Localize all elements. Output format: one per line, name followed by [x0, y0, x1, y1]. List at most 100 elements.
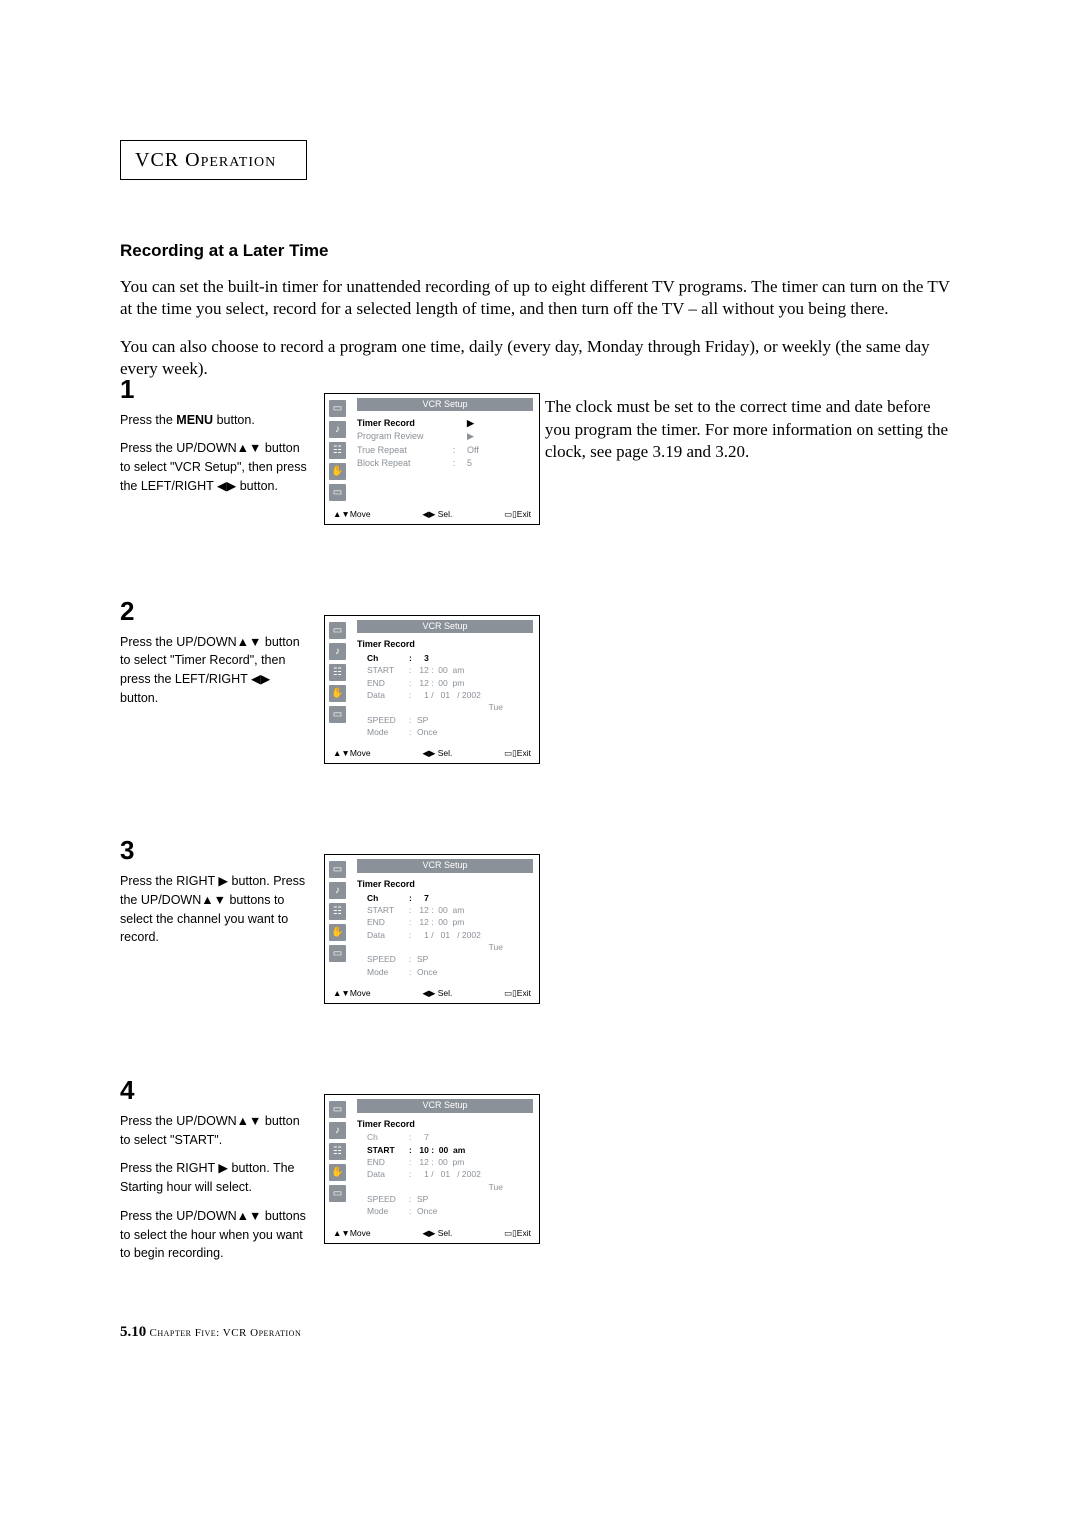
step-4-left: 4 Press the UP/DOWN▲▼ button to select "…	[120, 1074, 310, 1273]
osd-3-end: END: 12 : 00 pm	[367, 916, 533, 928]
osd-2-start-ap: am	[453, 665, 465, 675]
osd-2-detail: Ch: 3 START: 12 : 00 am END: 12 : 00 pm …	[357, 652, 533, 738]
osd-3-start: START: 12 : 00 am	[367, 904, 533, 916]
step-3-left: 3 Press the RIGHT ▶ button. Press the UP…	[120, 834, 310, 957]
osd-3-start-m: 00	[438, 905, 447, 915]
osd-1-row-program-review: Program Review ▶	[357, 430, 533, 443]
osd-3-end-h: 12	[419, 917, 428, 927]
calendar-icon: ☷	[329, 664, 346, 681]
step-4-instr-b: Press the RIGHT ▶ button. The Starting h…	[120, 1159, 310, 1197]
calendar-icon: ☷	[329, 442, 346, 459]
osd-2-mode: Mode:Once	[367, 726, 533, 738]
hand-icon: ✋	[329, 924, 346, 941]
osd-4-data-y: 2002	[462, 1169, 481, 1179]
osd-2-subtitle: Timer Record	[357, 639, 533, 651]
osd-3-content: VCR Setup Timer Record Ch: 7 START: 12 :…	[351, 855, 539, 984]
osd-3-speed: SPEED:SP	[367, 953, 533, 965]
step-4-number: 4	[120, 1074, 310, 1108]
osd-2-content: VCR Setup Timer Record Ch: 3 START: 12 :…	[351, 616, 539, 745]
osd-1-row-2-val: Off	[459, 444, 533, 457]
osd-2-end-m: 00	[438, 678, 447, 688]
section-heading: Recording at a Later Time	[120, 240, 960, 262]
osd-3-subtitle: Timer Record	[357, 879, 533, 891]
osd-nav-exit: ▭▯Exit	[504, 988, 531, 999]
step-4-instr-c: Press the UP/DOWN▲▼ buttons to select th…	[120, 1207, 310, 1263]
osd-3-mode: Mode:Once	[367, 966, 533, 978]
osd-4-speed-val: SP	[417, 1193, 533, 1205]
osd-1-row-timer-record: Timer Record ▶	[357, 417, 533, 430]
chapter-title-vcr: VCR	[135, 149, 185, 171]
osd-2-start-h: 12	[419, 665, 428, 675]
chapter-title: VCR Operation	[135, 149, 276, 171]
osd-1-row-true-repeat: True Repeat : Off	[357, 444, 533, 457]
cassette-icon: ▭	[329, 945, 346, 962]
step-3: 3 Press the RIGHT ▶ button. Press the UP…	[120, 834, 960, 1004]
osd-2-ch: Ch: 3	[367, 652, 533, 664]
osd-screen-2: ▭ ♪ ☷ ✋ ▭ VCR Setup Timer Record Ch: 3 S…	[324, 615, 540, 765]
osd-1-row-3-col: :	[449, 457, 459, 470]
osd-1-row-2-label: True Repeat	[357, 444, 449, 457]
osd-nav-sel: ◀▶ Sel.	[422, 1228, 452, 1239]
step-1-instr-a-pre: Press the	[120, 413, 176, 427]
osd-4-ch-val: 7	[424, 1132, 429, 1142]
step-2-number: 2	[120, 595, 310, 629]
osd-4-nav: ▲▼Move ◀▶ Sel. ▭▯Exit	[325, 1224, 539, 1243]
footer-chapter: Chapter Five: VCR Operation	[146, 1327, 301, 1339]
osd-nav-sel: ◀▶ Sel.	[422, 748, 452, 759]
step-1-instr-a: Press the MENU button.	[120, 411, 310, 430]
tv-icon: ▭	[329, 861, 346, 878]
osd-1-row-3-label: Block Repeat	[357, 457, 449, 470]
osd-nav-exit: ▭▯Exit	[504, 748, 531, 759]
osd-4-end-h: 12	[419, 1157, 428, 1167]
osd-3-start-h: 12	[419, 905, 428, 915]
music-icon: ♪	[329, 421, 346, 438]
osd-1-row-1-label: Program Review	[357, 430, 449, 443]
tv-icon: ▭	[329, 622, 346, 639]
tv-icon: ▭	[329, 400, 346, 417]
osd-1-row-2-col: :	[449, 444, 459, 457]
osd-3-title: VCR Setup	[357, 859, 533, 873]
hand-icon: ✋	[329, 1164, 346, 1181]
music-icon: ♪	[329, 643, 346, 660]
osd-4-mode: Mode:Once	[367, 1205, 533, 1217]
osd-nav-exit: ▭▯Exit	[504, 1228, 531, 1239]
step-1-instr-b: Press the UP/DOWN▲▼ button to select "VC…	[120, 439, 310, 495]
cassette-icon: ▭	[329, 484, 346, 501]
osd-3-day: Tue	[367, 941, 533, 953]
cassette-icon: ▭	[329, 706, 346, 723]
osd-4-data-d: 01	[441, 1169, 450, 1179]
music-icon: ♪	[329, 882, 346, 899]
step-2-instr-a: Press the UP/DOWN▲▼ button to select "Ti…	[120, 633, 310, 708]
osd-1-menu: Timer Record ▶ Program Review ▶ True Rep…	[357, 417, 533, 469]
osd-4-end-ap: pm	[453, 1157, 465, 1167]
osd-4-data-m: 1	[424, 1169, 429, 1179]
osd-4-title: VCR Setup	[357, 1099, 533, 1113]
osd-4-content: VCR Setup Timer Record Ch: 7 START: 10 :…	[351, 1095, 539, 1224]
osd-2-end: END: 12 : 00 pm	[367, 677, 533, 689]
osd-1-row-0-label: Timer Record	[357, 417, 449, 430]
osd-1-row-0-col	[449, 417, 459, 430]
osd-nav-sel: ◀▶ Sel.	[422, 988, 452, 999]
osd-screen-1: ▭ ♪ ☷ ✋ ▭ VCR Setup Timer Record ▶	[324, 393, 540, 525]
osd-4-subtitle: Timer Record	[357, 1119, 533, 1131]
osd-nav-move: ▲▼Move	[333, 988, 371, 999]
music-icon: ♪	[329, 1122, 346, 1139]
osd-nav-exit: ▭▯Exit	[504, 509, 531, 520]
osd-3-speed-val: SP	[417, 953, 533, 965]
page-footer: 5.10 Chapter Five: VCR Operation	[120, 1323, 960, 1343]
calendar-icon: ☷	[329, 1143, 346, 1160]
osd-3-detail: Ch: 7 START: 12 : 00 am END: 12 : 00 pm …	[357, 892, 533, 978]
osd-2-end-h: 12	[419, 678, 428, 688]
osd-nav-move: ▲▼Move	[333, 748, 371, 759]
osd-2-data-d: 01	[441, 690, 450, 700]
chapter-title-op: Operation	[185, 149, 276, 171]
osd-4-day: Tue	[367, 1181, 533, 1193]
osd-screen-4: ▭ ♪ ☷ ✋ ▭ VCR Setup Timer Record Ch: 7 S…	[324, 1094, 540, 1244]
osd-2-data-m: 1	[424, 690, 429, 700]
osd-4-icons: ▭ ♪ ☷ ✋ ▭	[325, 1095, 351, 1224]
osd-2-nav: ▲▼Move ◀▶ Sel. ▭▯Exit	[325, 744, 539, 763]
osd-3-end-m: 00	[438, 917, 447, 927]
osd-1-row-block-repeat: Block Repeat : 5	[357, 457, 533, 470]
osd-1-content: VCR Setup Timer Record ▶ Program Review …	[351, 394, 539, 505]
osd-3-mode-val: Once	[417, 966, 533, 978]
